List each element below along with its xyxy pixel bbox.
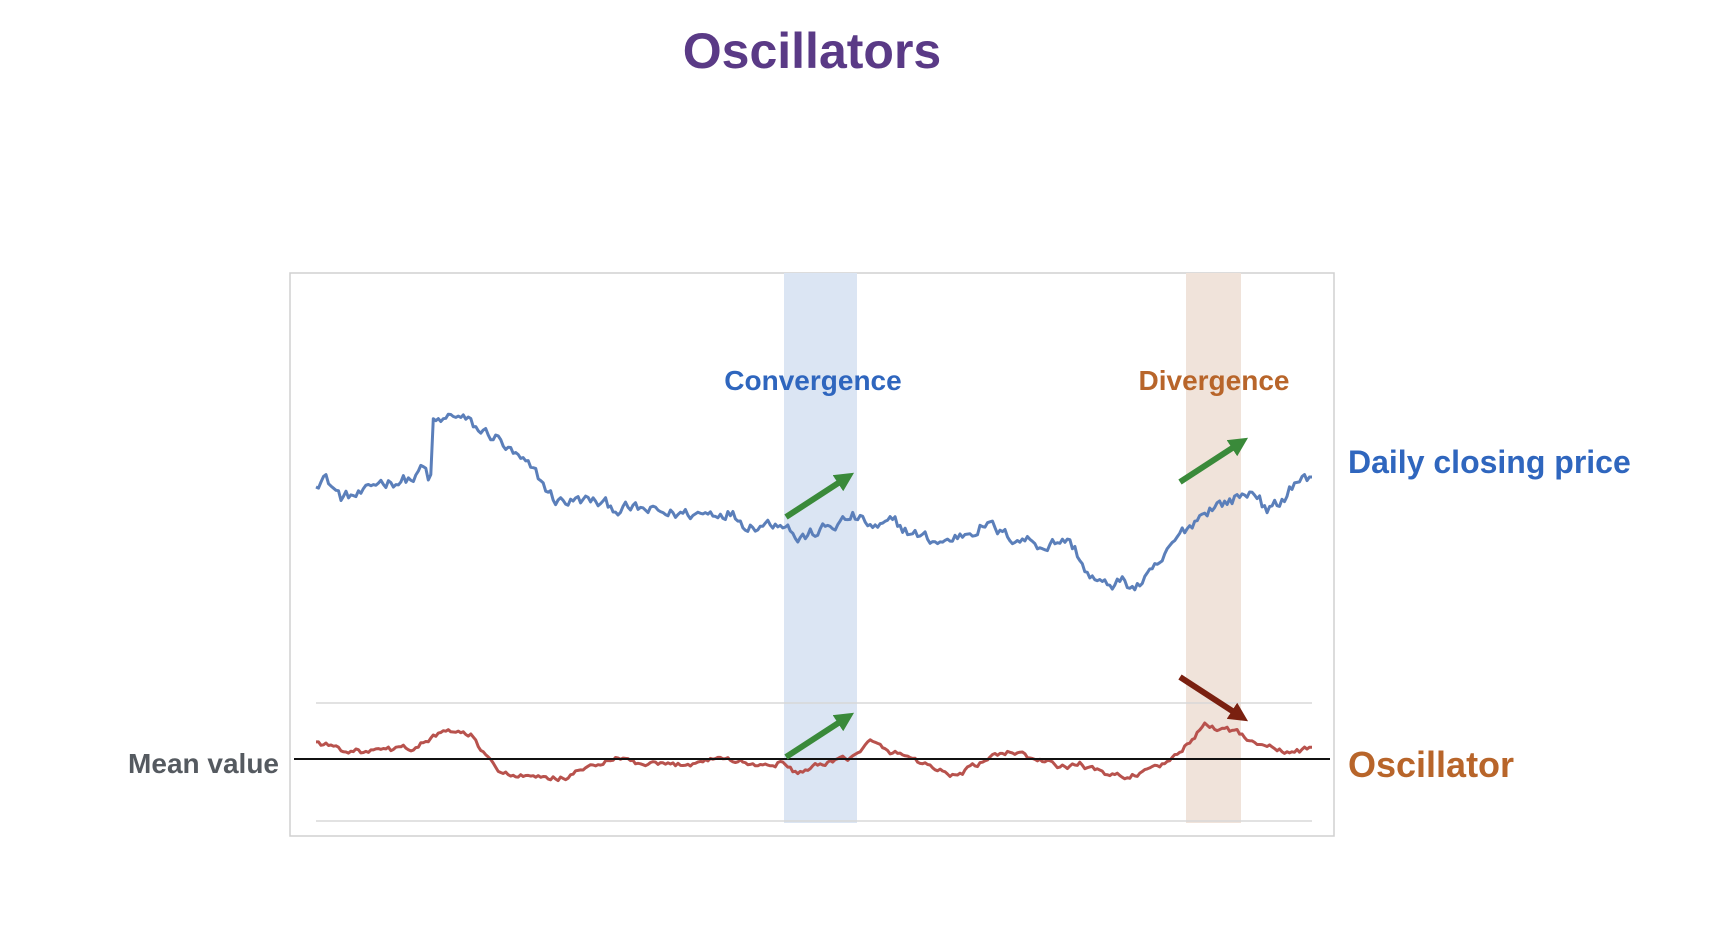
convergence-oscillator-arrow xyxy=(784,712,855,760)
convergence-label: Convergence xyxy=(724,365,901,396)
series-line-oscillator xyxy=(316,721,1312,783)
divergence-price-arrow xyxy=(1178,437,1249,485)
series-line-daily-closing-price xyxy=(315,412,1312,592)
page-title: Oscillators xyxy=(683,23,941,79)
daily-closing-price-label: Daily closing price xyxy=(1348,444,1631,480)
divergence-band xyxy=(1186,273,1241,823)
mean-value-label: Mean value xyxy=(128,748,279,779)
convergence-band xyxy=(784,273,857,823)
divergence-label: Divergence xyxy=(1139,365,1290,396)
oscillator-label: Oscillator xyxy=(1348,744,1514,785)
divergence-oscillator-arrow xyxy=(1178,674,1249,722)
convergence-price-arrow xyxy=(784,472,855,520)
